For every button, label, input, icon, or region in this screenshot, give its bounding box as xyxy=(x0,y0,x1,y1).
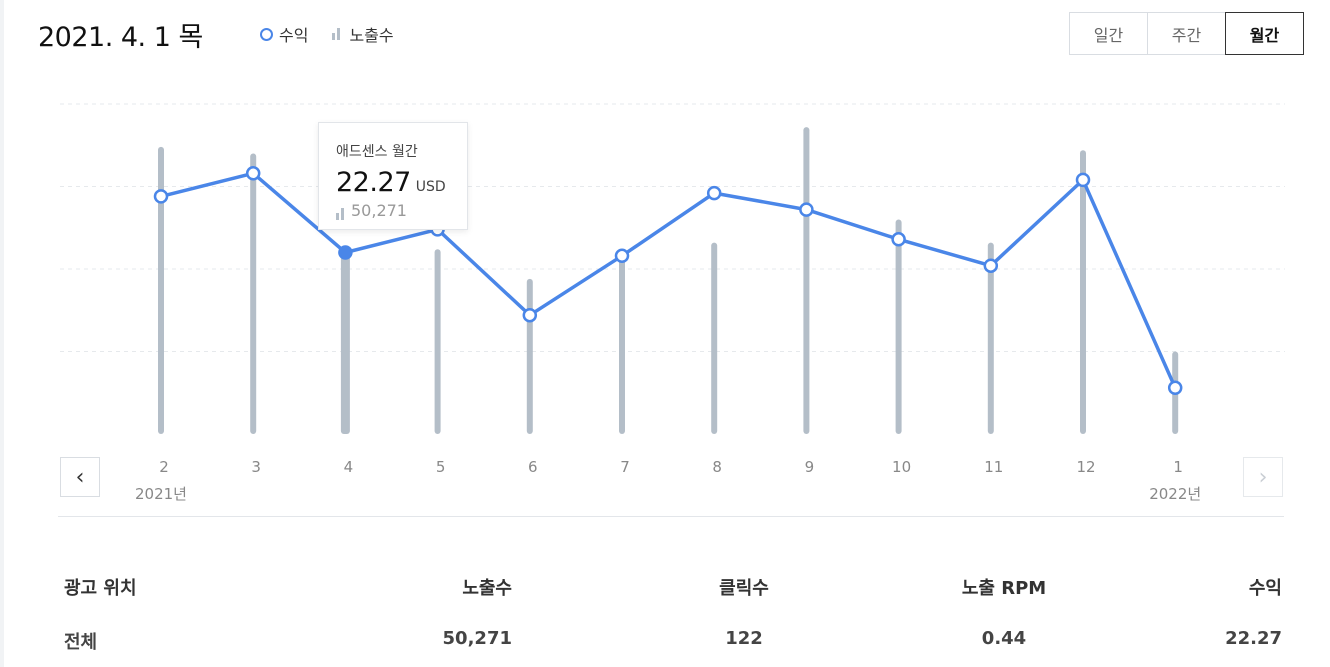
revenue-point[interactable] xyxy=(799,202,814,217)
cell-clicks: 122 xyxy=(725,628,763,649)
x-year-label: 2021년 xyxy=(135,485,187,503)
line-marker-icon xyxy=(260,27,273,41)
x-tick-label: 2 xyxy=(159,458,169,476)
tooltip-impressions-value: 50,271 xyxy=(351,201,407,220)
revenue-point[interactable] xyxy=(891,232,906,247)
chart-legend: 수익 노출수 xyxy=(260,22,418,46)
prev-period-button[interactable]: ‹ xyxy=(60,457,100,497)
x-tick-label: 9 xyxy=(805,458,815,476)
revenue-point[interactable] xyxy=(1075,172,1091,188)
revenue-point[interactable] xyxy=(522,307,538,323)
cell-impressions: 50,271 xyxy=(442,628,512,649)
legend-item-impressions[interactable]: 노출수 xyxy=(332,22,394,46)
x-tick-label: 8 xyxy=(712,458,722,476)
x-tick-label: 12 xyxy=(1076,458,1095,476)
header-ad-position: 광고 위치 xyxy=(64,578,137,599)
impression-bar[interactable] xyxy=(619,259,625,434)
grid-lines xyxy=(60,103,1285,352)
tooltip-value-row: 22.27 USD xyxy=(336,167,467,198)
legend-label-revenue: 수익 xyxy=(279,26,309,45)
cell-ad-position: 전체 xyxy=(64,632,98,653)
period-toggle: 일간 주간 월간 xyxy=(1069,12,1304,55)
revenue-point[interactable] xyxy=(706,185,722,201)
revenue-impressions-chart: 2 3 4 5 6 7 8 9 10 11 12 1 2021년 2022년 xyxy=(60,103,1285,503)
impression-bars xyxy=(158,127,1179,435)
revenue-point[interactable] xyxy=(1167,380,1183,396)
revenue-point-selected[interactable] xyxy=(338,245,353,260)
x-tick-label: 10 xyxy=(892,458,911,476)
impression-bar[interactable] xyxy=(434,249,441,434)
impression-bar[interactable] xyxy=(711,242,718,434)
cell-rpm: 0.44 xyxy=(981,628,1027,649)
header-impressions: 노출수 xyxy=(462,578,512,599)
tooltip-impressions: 50,271 xyxy=(336,201,467,220)
impression-bar[interactable] xyxy=(250,153,257,435)
x-tick-label: 11 xyxy=(984,458,1003,476)
chart-table-divider xyxy=(58,516,1284,517)
left-edge-rule xyxy=(0,0,4,667)
x-axis-labels: 2 3 4 5 6 7 8 9 10 11 12 1 2021년 2022년 xyxy=(135,458,1201,503)
impression-bar[interactable] xyxy=(895,219,902,435)
impression-bar[interactable] xyxy=(987,242,994,434)
period-daily-button[interactable]: 일간 xyxy=(1069,12,1148,55)
legend-item-revenue[interactable]: 수익 xyxy=(260,22,308,46)
x-tick-label: 4 xyxy=(344,458,354,476)
header-revenue: 수익 xyxy=(1248,578,1282,599)
bar-chart-icon xyxy=(332,28,342,40)
impression-bar[interactable] xyxy=(1080,150,1086,434)
chevron-right-icon: › xyxy=(1258,464,1268,490)
cell-revenue: 22.27 xyxy=(1225,628,1282,649)
period-weekly-button[interactable]: 주간 xyxy=(1147,12,1226,55)
impression-bar[interactable] xyxy=(340,252,350,435)
legend-label-impressions: 노출수 xyxy=(349,26,394,45)
revenue-point[interactable] xyxy=(153,189,169,204)
revenue-point[interactable] xyxy=(614,248,630,264)
chart-header: 2021. 4. 1 목 xyxy=(38,14,203,54)
revenue-line-path xyxy=(160,171,1177,389)
impression-bar[interactable] xyxy=(158,146,164,434)
header-rpm: 노출 RPM xyxy=(961,578,1047,599)
x-tick-label: 6 xyxy=(528,458,538,476)
period-monthly-button[interactable]: 월간 xyxy=(1225,12,1304,55)
bar-chart-icon xyxy=(336,208,346,220)
date-title: 2021. 4. 1 목 xyxy=(38,21,203,53)
impression-bar[interactable] xyxy=(803,127,810,434)
revenue-line xyxy=(153,166,1183,396)
tooltip-label: 애드센스 월간 xyxy=(336,144,418,160)
chevron-left-icon: ‹ xyxy=(75,464,85,490)
revenue-point[interactable] xyxy=(983,258,999,273)
x-tick-label: 3 xyxy=(251,458,261,476)
impression-bar[interactable] xyxy=(526,278,533,434)
x-tick-label: 7 xyxy=(620,458,630,476)
header-clicks: 클릭수 xyxy=(719,578,769,599)
revenue-point[interactable] xyxy=(245,166,261,181)
next-period-button[interactable]: › xyxy=(1243,457,1283,497)
x-tick-label: 1 xyxy=(1173,458,1183,476)
chart-tooltip: 애드센스 월간 22.27 USD 50,271 xyxy=(318,122,468,230)
tooltip-unit: USD xyxy=(415,179,446,195)
tooltip-value: 22.27 xyxy=(336,167,411,198)
x-year-label: 2022년 xyxy=(1149,485,1201,503)
x-tick-label: 5 xyxy=(436,458,446,476)
